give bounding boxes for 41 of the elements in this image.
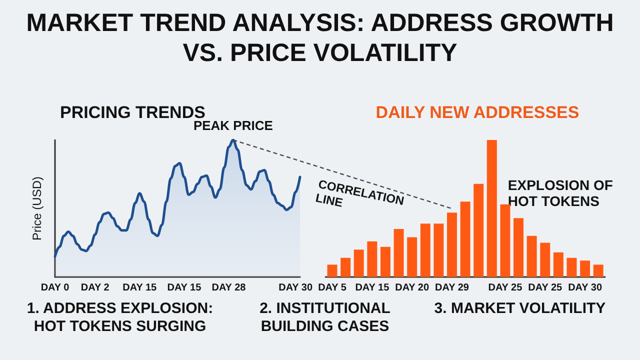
y-axis-title: Price (USD) — [30, 176, 44, 241]
bar — [434, 224, 444, 277]
x-tick-label: DAY 28 — [212, 282, 246, 294]
x-tick-label: DAY 30 — [278, 282, 313, 294]
bar — [420, 224, 430, 277]
bar — [593, 264, 604, 277]
bar — [486, 140, 497, 277]
bar — [540, 242, 550, 277]
bar — [380, 246, 390, 277]
bar — [340, 258, 351, 277]
bar — [354, 250, 364, 277]
text: 1. ADDRESS EXPLOSION: HOT TOKENS SURGING — [26, 300, 214, 336]
x-tick-label: DAY 15 — [355, 282, 390, 294]
bar — [514, 218, 524, 277]
x-tick-label: DAY 2 — [80, 282, 110, 294]
bar — [580, 260, 590, 277]
x-tick-label: DAY 20 — [395, 282, 430, 294]
x-tick-label: DAY 30 — [568, 282, 602, 294]
x-tick-label: DAY 25 — [488, 282, 523, 294]
bar — [460, 202, 470, 277]
x-tick-label: DAY 15 — [167, 282, 202, 294]
bar — [394, 229, 404, 277]
text: 2. INSTITUTIONAL BUILDING CASES — [258, 300, 392, 336]
bar — [474, 184, 484, 277]
bar — [407, 237, 418, 277]
bar — [367, 241, 378, 277]
bar — [327, 264, 338, 277]
x-tick-label: DAY 0 — [40, 282, 70, 294]
x-tick-label: DAY 5 — [318, 282, 347, 294]
x-tick-label: DAY 29 — [435, 282, 470, 294]
text: MARKET TREND ANALYSIS: ADDRESS GROWTH VS. PRICE VOLATILITY — [25, 8, 615, 68]
annotation: EXPLOSION OF HOT TOKENS — [508, 177, 617, 209]
chart-title: DAILY NEW ADDRESSES — [376, 103, 580, 122]
x-tick-label: DAY 25 — [528, 282, 563, 294]
bar — [526, 236, 537, 277]
bar — [500, 204, 510, 277]
bar — [553, 252, 564, 277]
x-tick-label: DAY 15 — [122, 282, 158, 294]
bar — [447, 212, 457, 277]
text: 3. MARKET VOLATILITY — [433, 300, 607, 318]
bar — [566, 258, 577, 277]
